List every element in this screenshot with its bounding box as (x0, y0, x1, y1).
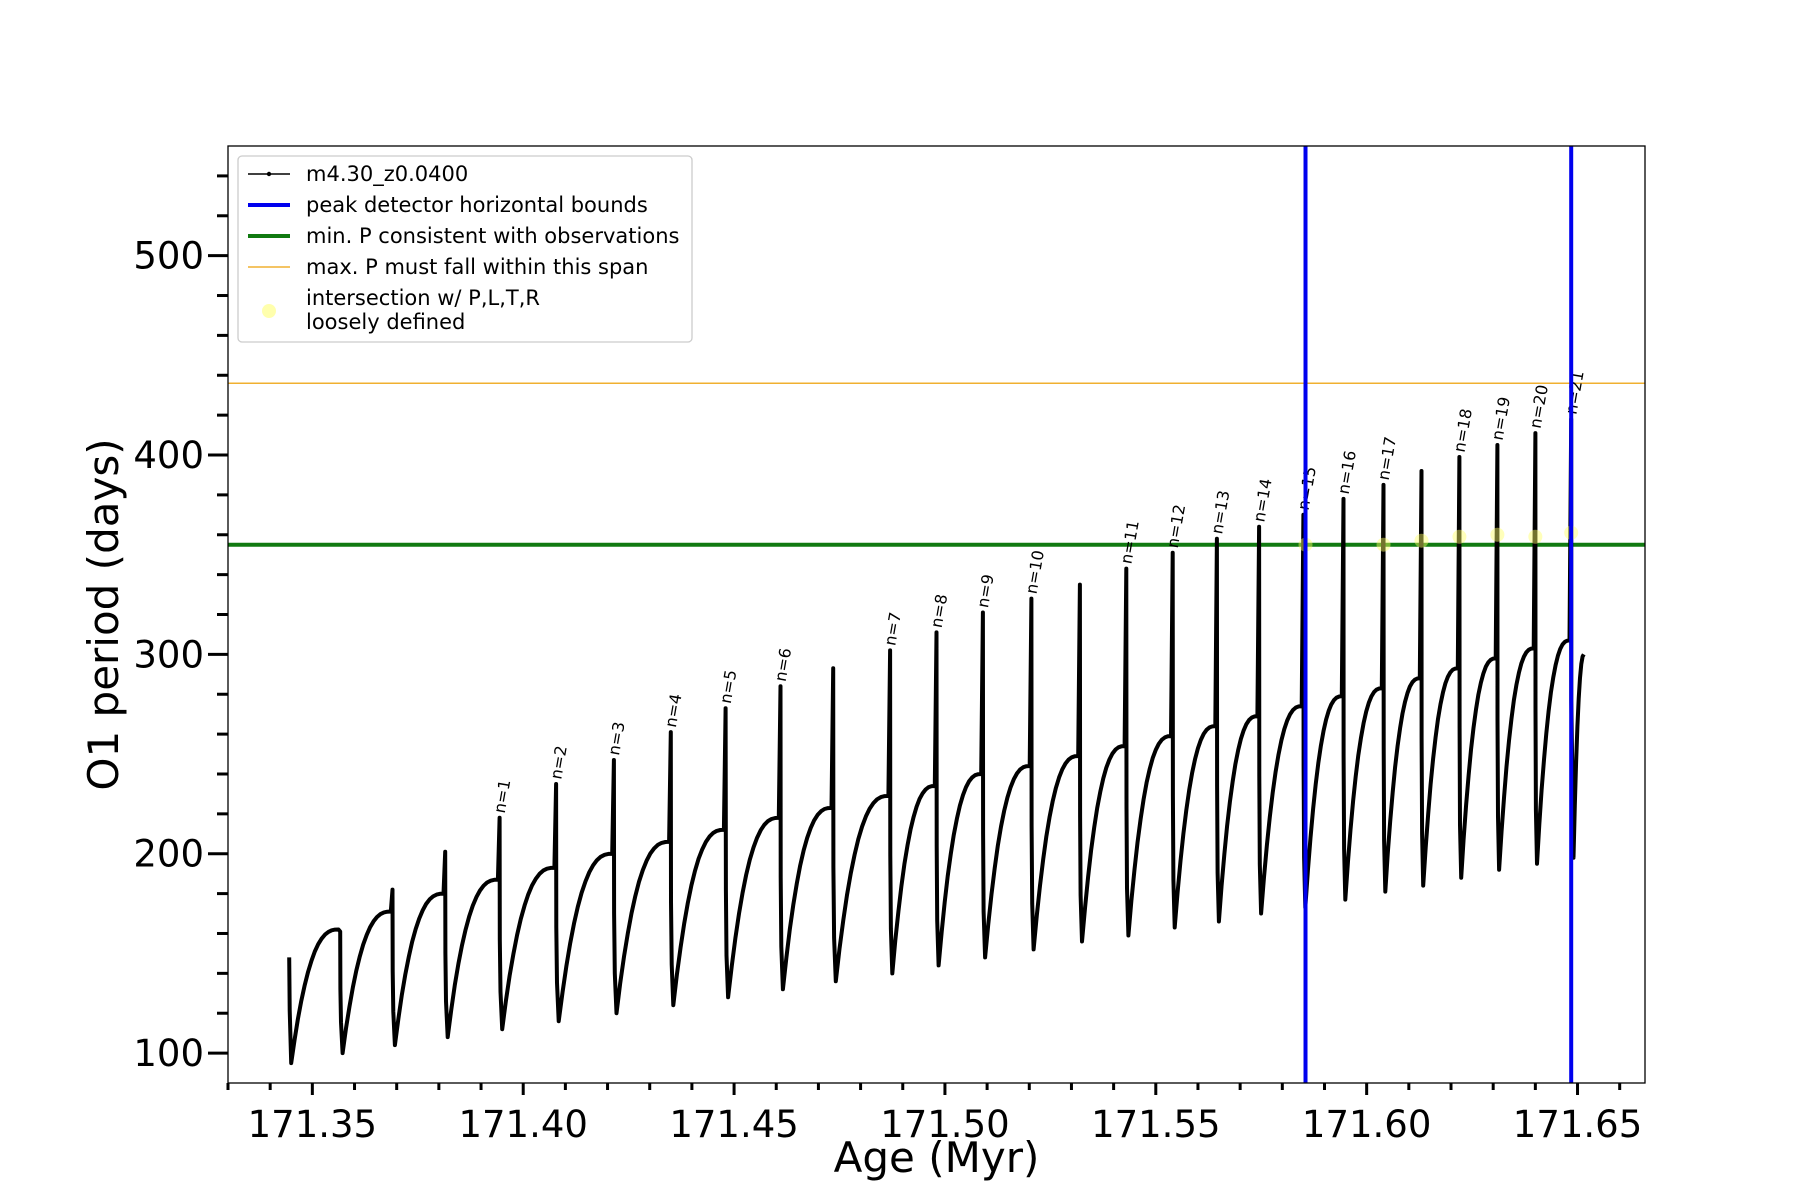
x-axis-title: Age (Myr) (834, 1133, 1040, 1182)
x-tick-label: 171.60 (1302, 1103, 1431, 1146)
legend-label-line2: loosely defined (306, 310, 465, 334)
intersection-point (1528, 529, 1543, 544)
intersection-point (1376, 537, 1391, 552)
x-tick-label: 171.35 (248, 1103, 377, 1146)
x-tick-label: 171.45 (669, 1103, 798, 1146)
series-line-m4.30_z0.0400 (287, 417, 1586, 1066)
legend-label: peak detector horizontal bounds (306, 193, 648, 217)
y-tick-label: 500 (133, 235, 204, 278)
y-tick-label: 400 (133, 434, 204, 477)
legend-label: min. P consistent with observations (306, 224, 679, 248)
legend-swatch-dot (262, 304, 276, 318)
tick-labels: 171.35 171.40 171.45 171.50 171.55 171.60 171.… (133, 235, 1642, 1146)
y-axis-title: O1 period (days) (79, 438, 128, 790)
y-tick-label: 200 (133, 833, 204, 876)
plot-frame (227, 145, 1646, 1084)
legend-label: max. P must fall within this span (306, 255, 648, 279)
legend-swatch-marker (266, 171, 272, 177)
intersection-point (1490, 527, 1505, 542)
axis-ticks (208, 174, 1622, 1095)
y-tick-label: 100 (133, 1032, 204, 1075)
x-tick-label: 171.55 (1091, 1103, 1220, 1146)
legend-label: intersection w/ P,L,T,R (306, 286, 540, 310)
intersection-point (1414, 533, 1429, 548)
x-tick-label: 171.50 (880, 1103, 1009, 1146)
x-tick-label: 171.40 (458, 1103, 587, 1146)
legend-label: m4.30_z0.0400 (306, 162, 468, 187)
y-tick-label: 300 (133, 633, 204, 676)
x-tick-label: 171.65 (1513, 1103, 1642, 1146)
legend-box (237, 155, 693, 343)
intersection-point (1452, 529, 1467, 544)
